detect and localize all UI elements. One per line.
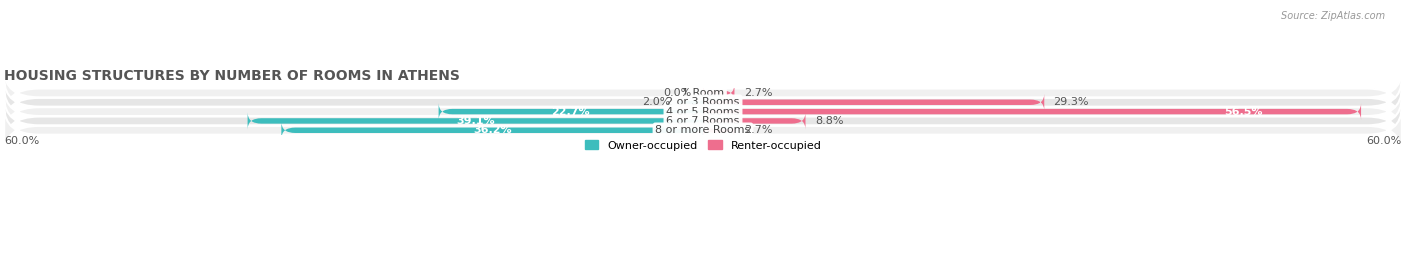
Text: 36.2%: 36.2% bbox=[472, 125, 512, 135]
FancyBboxPatch shape bbox=[4, 79, 1402, 126]
Text: 0.0%: 0.0% bbox=[664, 88, 692, 98]
Text: 29.3%: 29.3% bbox=[1053, 97, 1090, 107]
FancyBboxPatch shape bbox=[4, 88, 1402, 135]
FancyBboxPatch shape bbox=[4, 97, 1402, 144]
Text: 56.5%: 56.5% bbox=[1223, 107, 1263, 116]
Text: 22.7%: 22.7% bbox=[551, 107, 591, 116]
Text: 2.7%: 2.7% bbox=[744, 125, 772, 135]
Text: HOUSING STRUCTURES BY NUMBER OF ROOMS IN ATHENS: HOUSING STRUCTURES BY NUMBER OF ROOMS IN… bbox=[4, 69, 460, 83]
Text: 2.7%: 2.7% bbox=[744, 88, 772, 98]
Text: 39.1%: 39.1% bbox=[456, 116, 495, 126]
FancyBboxPatch shape bbox=[703, 94, 1045, 111]
Text: 60.0%: 60.0% bbox=[1367, 136, 1402, 146]
FancyBboxPatch shape bbox=[703, 103, 1361, 120]
FancyBboxPatch shape bbox=[703, 112, 806, 129]
Text: 1 Room: 1 Room bbox=[682, 88, 724, 98]
FancyBboxPatch shape bbox=[281, 122, 703, 139]
Text: 8 or more Rooms: 8 or more Rooms bbox=[655, 125, 751, 135]
FancyBboxPatch shape bbox=[703, 84, 734, 101]
Text: 6 or 7 Rooms: 6 or 7 Rooms bbox=[666, 116, 740, 126]
FancyBboxPatch shape bbox=[247, 112, 703, 129]
Text: 60.0%: 60.0% bbox=[4, 136, 39, 146]
Text: 2.0%: 2.0% bbox=[643, 97, 671, 107]
Text: 4 or 5 Rooms: 4 or 5 Rooms bbox=[666, 107, 740, 116]
Text: 2 or 3 Rooms: 2 or 3 Rooms bbox=[666, 97, 740, 107]
FancyBboxPatch shape bbox=[4, 107, 1402, 154]
FancyBboxPatch shape bbox=[439, 103, 703, 120]
Legend: Owner-occupied, Renter-occupied: Owner-occupied, Renter-occupied bbox=[581, 136, 825, 155]
FancyBboxPatch shape bbox=[4, 69, 1402, 116]
Text: Source: ZipAtlas.com: Source: ZipAtlas.com bbox=[1281, 11, 1385, 21]
Text: 8.8%: 8.8% bbox=[815, 116, 844, 126]
FancyBboxPatch shape bbox=[703, 122, 734, 139]
FancyBboxPatch shape bbox=[679, 94, 703, 111]
